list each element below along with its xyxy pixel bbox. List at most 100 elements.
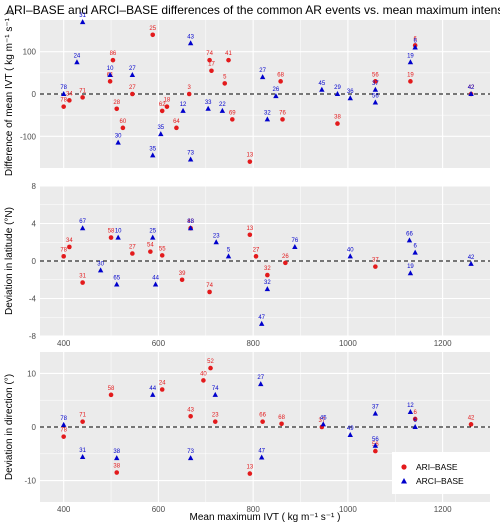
- figure-title: ARI–BASE and ARCI–BASE differences of th…: [6, 3, 500, 17]
- point-label: 47: [258, 449, 265, 455]
- ari-base-point: [335, 121, 340, 126]
- point-label: 25: [149, 229, 156, 235]
- arci-base-point: [347, 253, 353, 259]
- point-label: 5: [223, 74, 227, 80]
- point-label: 78: [60, 247, 67, 253]
- point-label: 76: [279, 110, 286, 116]
- arci-base-point: [129, 71, 136, 77]
- arci-base-point: [319, 86, 325, 92]
- ari-base-point: [174, 125, 179, 131]
- point-label: 27: [253, 247, 260, 253]
- x-tick-label: 1200: [434, 339, 452, 348]
- point-label: 31: [79, 13, 86, 19]
- point-label: 36: [347, 89, 354, 95]
- arci-base-point: [412, 44, 418, 50]
- ari-base-point: [150, 32, 156, 38]
- arci-base-point: [347, 432, 353, 438]
- arci-base-point: [97, 267, 104, 273]
- ari-base-point: [61, 434, 66, 439]
- point-label: 12: [180, 102, 187, 108]
- arci-base-point: [264, 286, 271, 292]
- arci-base-point: [150, 234, 156, 240]
- point-label: 27: [257, 375, 264, 381]
- point-label: 13: [246, 226, 253, 232]
- point-label: 33: [205, 100, 212, 106]
- point-label: 68: [278, 415, 285, 421]
- point-label: 41: [225, 51, 232, 57]
- point-label: 34: [66, 238, 73, 244]
- arci-base-point: [187, 455, 194, 461]
- ari-base-point: [265, 272, 270, 278]
- arci-base-point: [107, 71, 113, 77]
- point-label: 56: [372, 72, 379, 78]
- arci-base-point: [212, 391, 218, 397]
- point-label: 23: [212, 413, 219, 419]
- point-label: 74: [206, 51, 213, 57]
- point-label: 68: [277, 72, 284, 78]
- ari-base-point: [247, 159, 253, 164]
- x-tick-label: 400: [57, 339, 71, 348]
- point-label: 6: [413, 418, 417, 424]
- ari-base-point: [373, 448, 378, 454]
- point-label: 71: [79, 413, 86, 419]
- ari-base-point: [107, 79, 113, 84]
- arci-base-point: [114, 281, 120, 287]
- arci-base-point: [372, 99, 379, 105]
- point-label: 19: [407, 53, 414, 59]
- point-label: 73: [187, 449, 194, 455]
- point-label: 35: [157, 125, 164, 131]
- point-label: 24: [159, 381, 166, 387]
- x-tick-label: 1000: [339, 505, 357, 514]
- point-label: 6: [413, 36, 417, 42]
- point-label: 78: [60, 98, 67, 104]
- x-tick-label: 400: [57, 505, 71, 514]
- legend: ARI–BASE ARCI–BASE: [392, 452, 493, 494]
- arci-base-point: [406, 237, 413, 243]
- point-label: 13: [246, 465, 253, 471]
- point-label: 30: [115, 134, 122, 140]
- point-label: 43: [187, 34, 194, 40]
- arci-base-point: [258, 454, 265, 460]
- arci-base-point: [292, 243, 298, 249]
- point-label: 32: [264, 280, 271, 286]
- point-label: 38: [113, 449, 120, 455]
- point-label: 56: [372, 437, 379, 443]
- arci-base-point: [115, 139, 121, 145]
- point-label: 45: [320, 415, 327, 421]
- point-label: 18: [164, 98, 171, 104]
- point-label: 37: [372, 405, 379, 411]
- x-tick-label: 600: [152, 505, 166, 514]
- point-label: 42: [468, 85, 475, 91]
- point-label: 6: [413, 244, 417, 250]
- ari-base-point: [114, 470, 120, 475]
- ari-base-point: [67, 244, 72, 250]
- ari-base-point: [164, 104, 170, 109]
- point-label: 69: [229, 110, 236, 116]
- point-label: 27: [129, 85, 136, 91]
- point-label: 23: [213, 233, 220, 239]
- arci-base-point: [273, 93, 279, 99]
- panel-ivt-difference: -100 0 100 Difference of mean IVT ( kg m⁻¹ …: [4, 12, 490, 176]
- ari-base-point: [208, 365, 213, 371]
- arci-base-point: [468, 260, 474, 266]
- legend-box: [392, 452, 493, 494]
- point-label: 73: [187, 151, 194, 157]
- point-label: 35: [149, 146, 156, 152]
- arci-base-point: [372, 442, 379, 448]
- point-label: 74: [206, 283, 213, 289]
- ari-base-point: [80, 95, 85, 100]
- arci-base-point: [152, 281, 159, 287]
- ari-base-point: [130, 91, 135, 97]
- point-label: 37: [318, 418, 325, 424]
- y-tick-label: -8: [29, 332, 37, 341]
- y-axis-label: Deviation in latitude (°N): [4, 207, 15, 315]
- ari-base-point: [80, 419, 85, 424]
- arci-base-point: [258, 320, 265, 326]
- y-tick-label: -100: [20, 132, 37, 141]
- point-label: 60: [120, 119, 127, 125]
- point-label: 40: [347, 247, 354, 253]
- ari-base-point: [253, 254, 259, 259]
- arci-base-point: [407, 59, 414, 65]
- point-label: 37: [372, 258, 379, 264]
